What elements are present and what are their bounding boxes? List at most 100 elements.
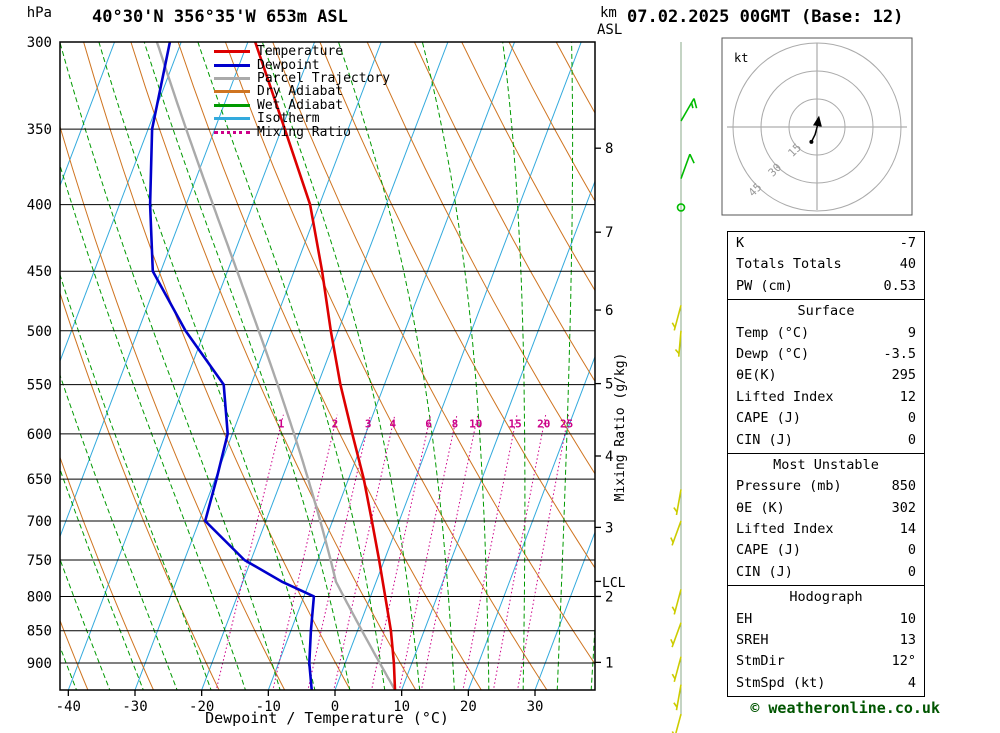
pressure-tick-label: 450 <box>27 264 52 280</box>
mixing-ratio-labels: 1 2 3 4 6 8 10 15 20 25 <box>278 417 574 430</box>
hodograph-unit-label: kt <box>734 51 748 65</box>
table-row-value: 12 <box>899 388 916 405</box>
table-row-value: -7 <box>899 235 916 251</box>
mixing-ratio-label: 25 <box>560 417 573 430</box>
km-tick-label: 2 <box>605 589 613 605</box>
isotherm-line <box>334 42 582 690</box>
legend-item: Dry Adiabat <box>214 85 390 98</box>
table-row-value: 40 <box>899 256 916 273</box>
wind-barb-half <box>690 102 694 109</box>
wet-adiabat-line <box>60 557 111 690</box>
legend-item: Isotherm <box>214 112 390 125</box>
wind-barb-staff <box>675 489 682 516</box>
km-tick-label: 7 <box>605 225 613 241</box>
table-row: θE (K) 302 <box>728 498 924 519</box>
temperature-axis-label: Dewpoint / Temperature (°C) <box>205 709 449 727</box>
temperature-tick-label: 10 <box>393 699 410 715</box>
wind-barb-staff <box>680 153 691 179</box>
legend-swatch <box>214 76 250 80</box>
hodograph-trace <box>810 115 822 143</box>
dry-adiabat-line <box>366 42 595 475</box>
table-row-value: -3.5 <box>883 345 916 362</box>
wet-adiabat-line <box>337 42 455 690</box>
table-row-value: 0.53 <box>883 277 916 294</box>
dewpoint-curve <box>148 42 316 690</box>
wet-adiabat-line <box>197 42 386 690</box>
table-row: Lifted Index 14 <box>728 519 924 540</box>
table-section-title: Hodograph <box>789 589 863 606</box>
table-row-value: 0 <box>907 431 916 448</box>
isotherm-line <box>401 179 595 690</box>
table-row-label: θE (K) <box>736 499 785 516</box>
table-row-label: CAPE (J) <box>736 542 802 559</box>
table-row-label: CAPE (J) <box>736 410 802 427</box>
table-row: StmDir 12° <box>728 651 924 672</box>
table-row-value: 13 <box>899 632 916 649</box>
wind-barb-staff <box>675 713 682 733</box>
temperature-tick-label: -10 <box>256 699 281 715</box>
table-row: CIN (J) 0 <box>728 430 924 451</box>
hodograph-ring-label: 45 <box>746 181 765 200</box>
wind-barb-full <box>693 98 698 109</box>
pressure-tick-label: 550 <box>27 378 52 394</box>
table-row-value: 295 <box>891 367 916 384</box>
wind-barb-half <box>670 638 674 645</box>
wind-barb-staff <box>673 656 682 683</box>
table-row-value: 0 <box>907 563 916 580</box>
legend-item-label: Dewpoint <box>257 57 320 73</box>
legend-item: Wet Adiabat <box>214 99 390 112</box>
table-row-value: 302 <box>891 499 916 516</box>
legend-swatch <box>214 63 250 67</box>
legend-item: Parcel Trajectory <box>214 72 390 85</box>
chart-border <box>59 41 596 691</box>
mixing-ratio-label: 6 <box>425 417 432 430</box>
indices-table: K -7 Totals Totals 40 PW (cm) 0.53 Surface Temp… <box>727 231 925 698</box>
wind-barb-half <box>671 606 676 612</box>
wind-barb-staff <box>677 330 682 357</box>
table-row-label: Temp (°C) <box>736 324 810 341</box>
table-row-value: 850 <box>891 478 916 495</box>
table-row: CIN (J) 0 <box>728 562 924 583</box>
pressure-tick-label: 600 <box>27 427 52 443</box>
temperature-tick-label: -30 <box>122 699 147 715</box>
wet-adiabat-line <box>98 42 316 690</box>
table-section-summary: K -7 Totals Totals 40 PW (cm) 0.53 <box>727 231 925 301</box>
table-row-label: EH <box>736 610 753 627</box>
temperature-tick-label: -20 <box>189 699 214 715</box>
mixing-ratio-label: 3 <box>365 417 372 430</box>
isotherm-lines <box>60 42 595 690</box>
table-row: K -7 <box>728 233 924 254</box>
pressure-tick-label: 500 <box>27 324 52 340</box>
km-tick-label: 3 <box>605 520 613 536</box>
table-row-label: Totals Totals <box>736 256 842 273</box>
mixing-ratio-line <box>307 414 371 690</box>
isotherm-line <box>67 42 316 690</box>
dry-adiabat-line <box>413 42 595 383</box>
table-row: StmSpd (kt) 4 <box>728 673 924 694</box>
table-row: PW (cm) 0.53 <box>728 276 924 297</box>
isotherm-line <box>60 42 182 363</box>
pressure-tick-label: 800 <box>27 589 52 605</box>
legend-item: Temperature <box>214 45 390 58</box>
table-row-label: θE(K) <box>736 367 777 384</box>
mixing-ratio-label: 8 <box>452 417 459 430</box>
wind-barb-staff <box>671 622 682 648</box>
table-row-label: Lifted Index <box>736 388 834 405</box>
table-row: CAPE (J) 0 <box>728 408 924 429</box>
run-datetime: 07.02.2025 00GMT (Base: 12) <box>627 7 904 27</box>
hodograph-border <box>721 37 913 216</box>
km-tick-label: 4 <box>605 449 613 465</box>
legend-item-label: Wet Adiabat <box>257 97 344 113</box>
temperature-tick-label: -40 <box>56 699 81 715</box>
isotherm-line <box>60 42 249 538</box>
wind-barb-half <box>671 322 676 328</box>
pressure-tick-label: 300 <box>27 35 52 51</box>
height-axis-unit-asl: ASL <box>597 22 622 38</box>
legend-swatch <box>214 130 250 134</box>
table-section-title: Most Unstable <box>773 456 879 473</box>
wet-adiabat-line <box>421 42 490 690</box>
copyright-link[interactable]: © weatheronline.co.uk <box>750 699 940 717</box>
pressure-tick-label: 350 <box>27 122 52 138</box>
